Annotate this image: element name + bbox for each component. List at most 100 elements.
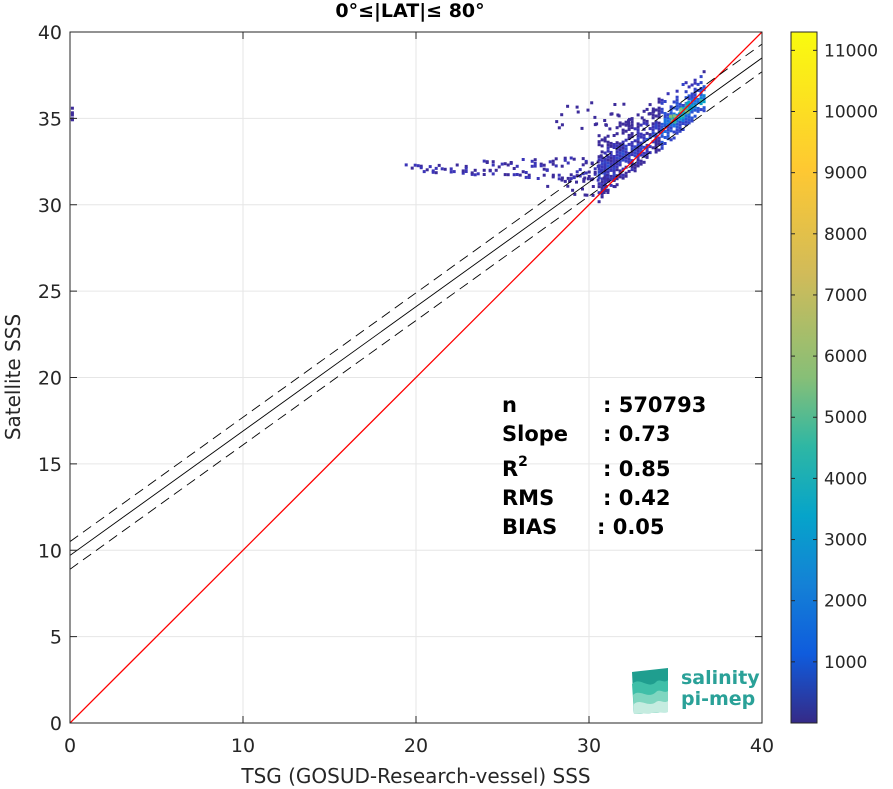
density-cell [630,117,634,121]
density-cell [586,177,590,181]
density-cell [672,130,676,134]
density-cell [615,126,619,130]
density-cell [581,163,585,167]
density-cell [627,133,631,137]
density-cell [654,138,658,142]
density-cell [612,134,616,137]
density-cell [575,174,579,178]
density-cell [654,120,658,124]
density-cell [413,163,417,167]
density-cell [684,90,688,94]
density-cell [681,119,685,122]
density-cell [645,155,649,159]
density-cell [687,94,691,98]
density-cell [621,131,625,135]
density-cell [557,177,561,181]
density-cell [669,138,673,142]
y-tick-label: 0 [50,713,62,735]
density-cell [669,123,673,127]
colorbar-tick-label: 4000 [824,469,867,489]
density-cell [639,147,643,151]
colorbar [790,31,818,724]
density-cell [597,143,601,147]
density-cell [672,124,676,128]
x-tick-label: 40 [750,735,774,757]
density-cell [688,104,692,108]
density-cell [618,151,622,155]
density-cell [618,169,622,173]
y-tick-label: 40 [38,22,62,44]
density-cell [482,168,486,172]
density-cell [590,162,594,166]
density-cell [660,131,664,135]
density-cell [591,193,595,197]
density-cell [603,136,607,140]
density-cell [612,164,616,167]
density-cell [666,119,670,123]
density-cell [464,170,468,173]
density-cell [663,136,667,139]
density-cell [621,167,625,171]
stat-r2-superscript: 2 [518,454,528,470]
colorbar-ticks: 1000 2000 3000 4000 5000 6000 7000 8000 9000 1000… [791,41,878,673]
density-cell [679,107,683,111]
stat-slope-value: : 0.73 [603,422,671,446]
density-cell [602,176,606,180]
density-cell [633,151,637,155]
density-cell [615,153,619,157]
density-cell [545,168,549,172]
density-cell [551,162,555,166]
y-tick-label: 25 [38,281,62,303]
density-cell [618,142,622,146]
density-cell [647,112,651,116]
density-cell [642,121,646,125]
density-cell [642,136,646,140]
density-cell [557,126,561,130]
density-cell [603,151,607,155]
density-cell [431,170,435,174]
density-cell [608,127,612,131]
y-tick-label: 15 [38,454,62,476]
density-cell [702,97,706,101]
density-cell [673,115,677,119]
density-cell [580,126,584,130]
density-cell [461,171,465,175]
density-cell [699,75,703,79]
y-tick-label: 10 [38,540,62,562]
density-cell [678,102,682,106]
density-cell [600,195,604,199]
density-cell [615,165,619,169]
density-cell [624,123,628,127]
density-cell [618,163,622,167]
density-cell [428,165,432,169]
density-cell [452,170,456,174]
density-cell [624,129,628,133]
density-cell [616,113,620,117]
density-cell [606,158,610,162]
x-tick-label: 30 [577,735,601,757]
density-cell [627,136,631,140]
density-cell [434,166,438,170]
density-cell [630,141,634,145]
stat-n-label: n [502,393,517,417]
density-cell [509,161,513,164]
density-cell [672,100,676,104]
density-cell [693,114,697,118]
density-cell [591,177,595,181]
density-cell [488,168,492,172]
density-cell [613,185,617,189]
density-cell [603,163,607,167]
density-cell [684,123,688,127]
density-cell [693,102,697,106]
density-cell [533,164,537,168]
density-cell [612,167,616,170]
density-cell [621,158,625,162]
density-cell [609,156,613,160]
density-cell [663,118,667,121]
density-cell [684,81,688,85]
x-axis-label: TSG (GOSUD-Research-vessel) SSS [240,764,590,788]
density-cell [422,170,426,174]
density-cell [663,142,667,145]
density-cell [506,173,510,177]
density-cell [461,169,465,173]
